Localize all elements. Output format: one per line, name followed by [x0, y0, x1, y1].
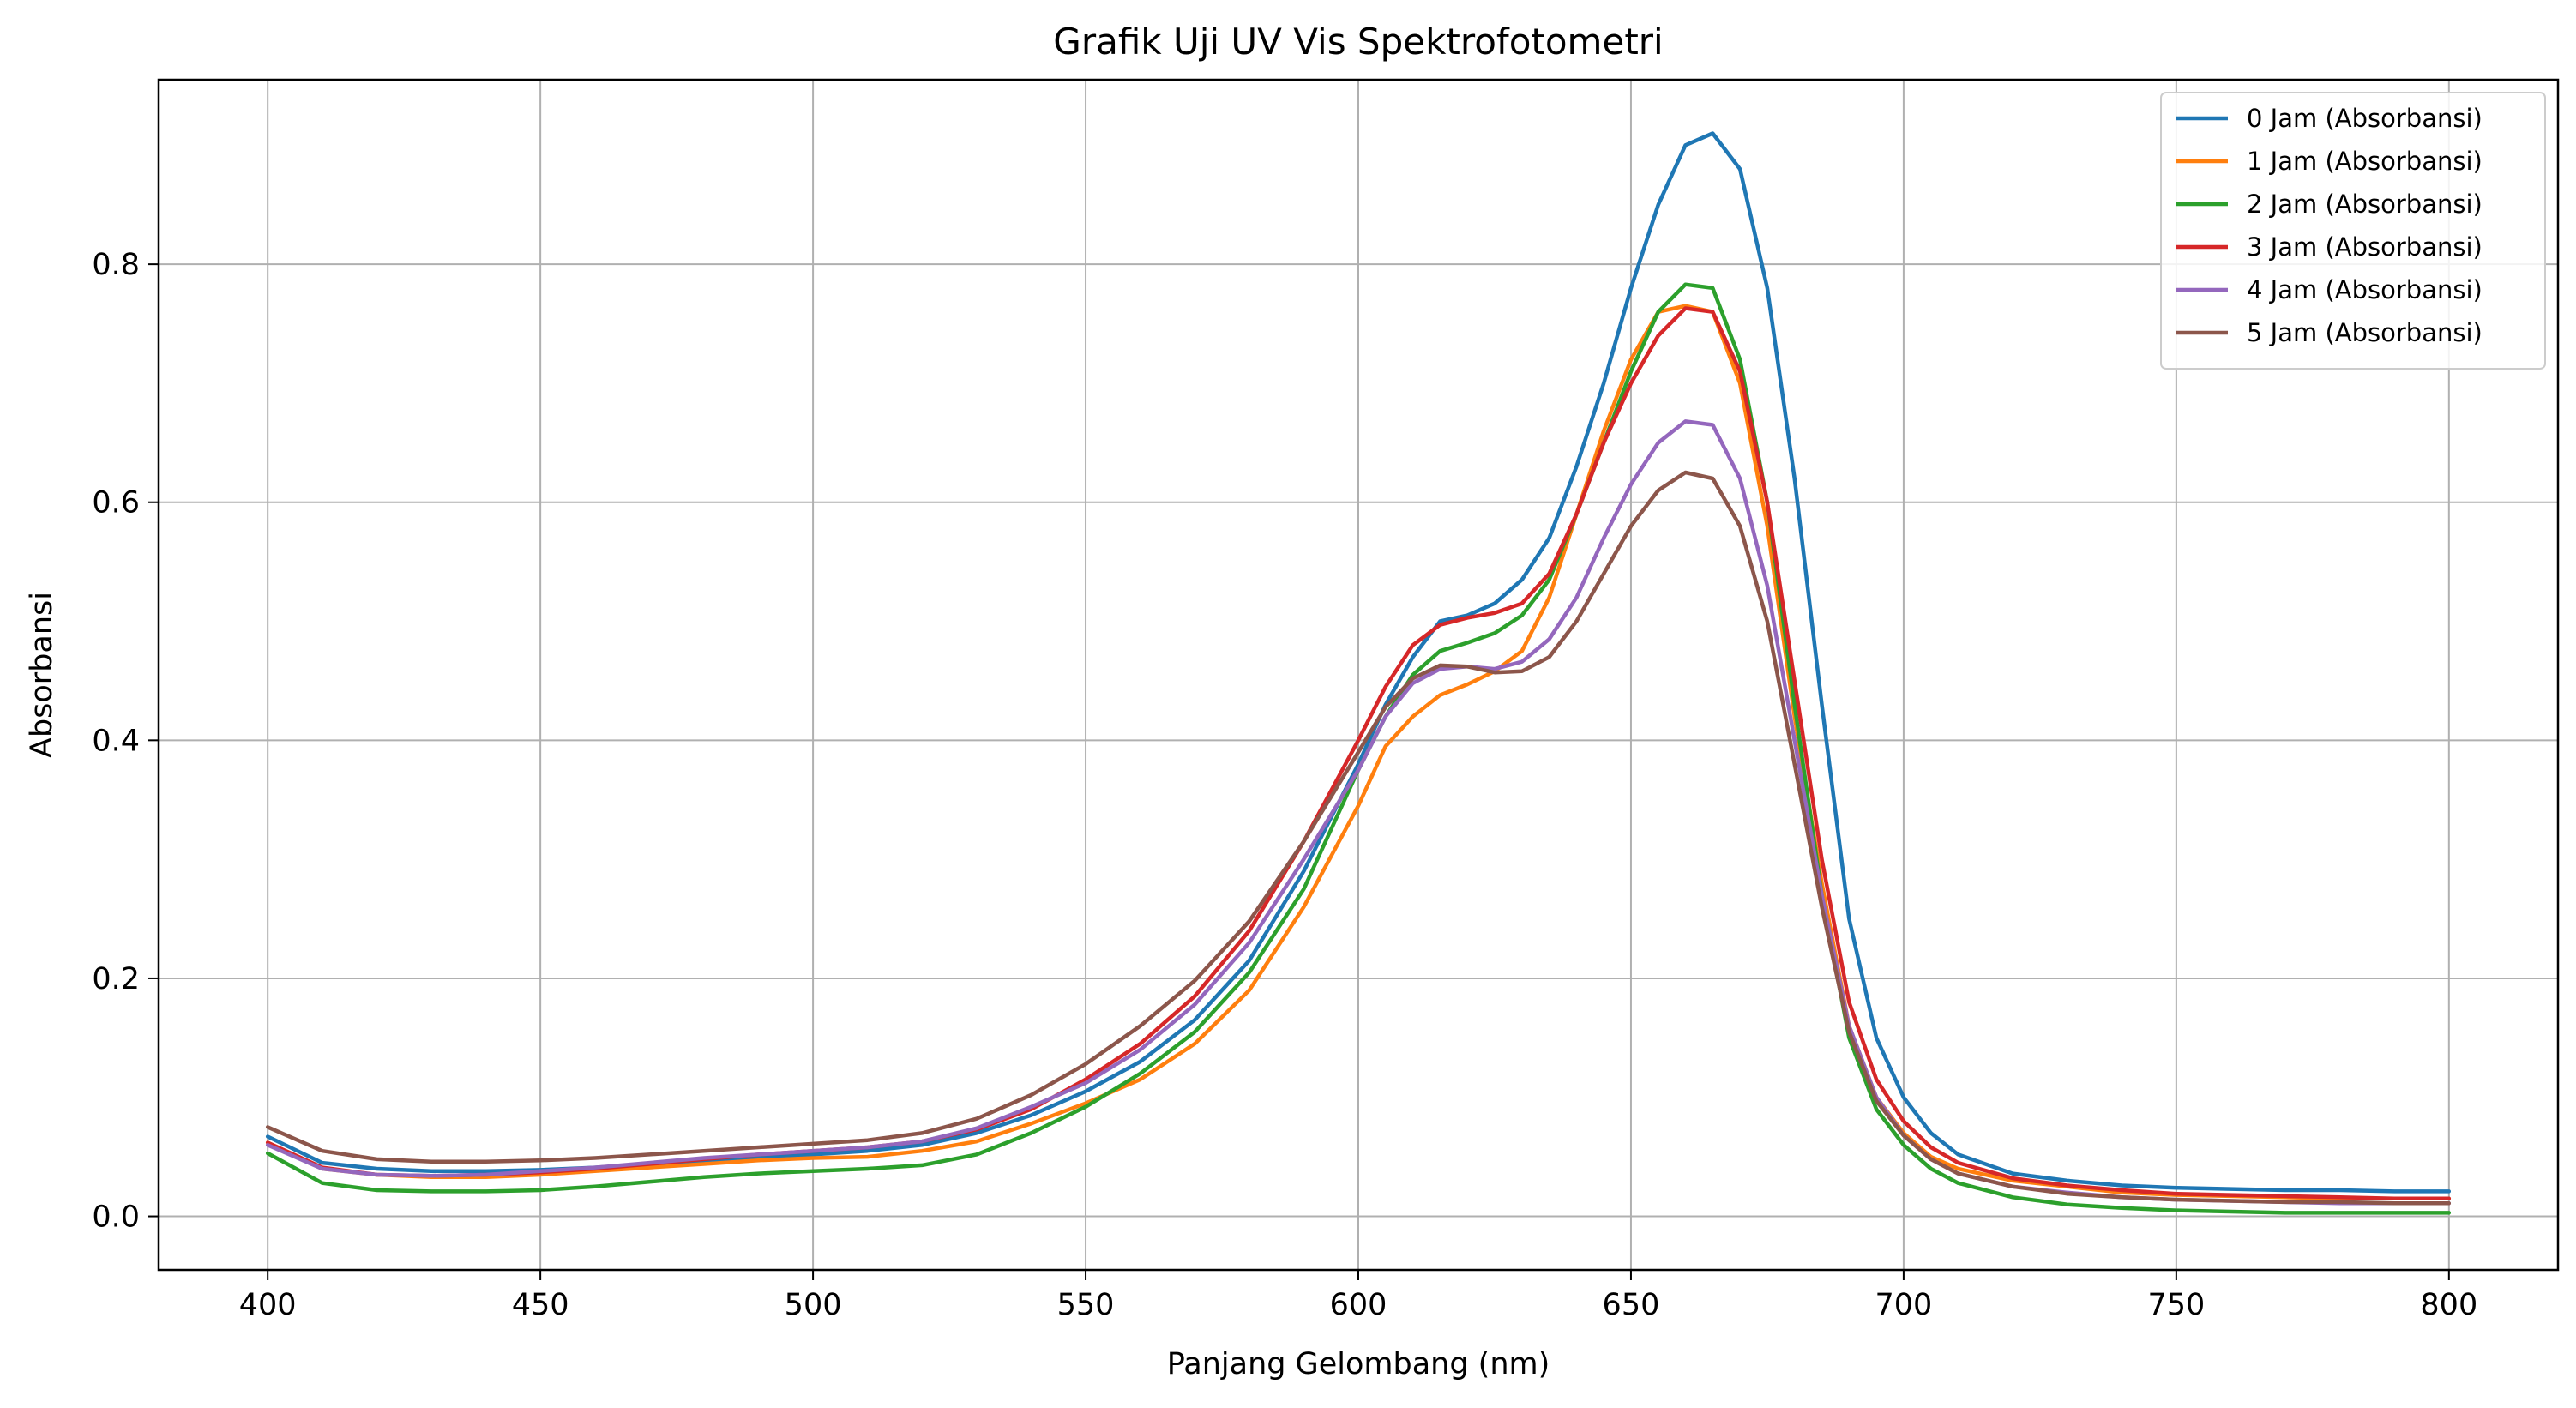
legend-label-2: 2 Jam (Absorbansi) — [2247, 190, 2483, 219]
legend-label-5: 5 Jam (Absorbansi) — [2247, 318, 2483, 347]
legend-label-0: 0 Jam (Absorbansi) — [2247, 104, 2483, 133]
legend-label-3: 3 Jam (Absorbansi) — [2247, 232, 2483, 262]
y-tick-label: 0.6 — [92, 486, 140, 520]
y-tick-label: 0.4 — [92, 724, 140, 758]
legend: 0 Jam (Absorbansi) 1 Jam (Absorbansi) 2 Ja… — [2160, 92, 2546, 370]
y-tick-label: 0.2 — [92, 962, 140, 996]
x-tick-label: 450 — [512, 1288, 569, 1322]
x-tick-label: 750 — [2147, 1288, 2205, 1322]
legend-box — [2160, 92, 2546, 370]
series-line-1 — [265, 304, 2452, 1200]
legend-label-1: 1 Jam (Absorbansi) — [2247, 147, 2483, 176]
x-tick-label: 800 — [2420, 1288, 2477, 1322]
chart-title: Grafik Uji UV Vis Spektrofotometri — [1053, 21, 1663, 63]
series-line-5 — [265, 470, 2452, 1206]
x-tick-label: 650 — [1603, 1288, 1660, 1322]
axis-ticks: 400 450 500 550 600 650 700 750 800 0.0 0.2 0.4 0.6 0… — [92, 248, 2477, 1322]
x-tick-label: 700 — [1875, 1288, 1933, 1322]
y-tick-label: 0.0 — [92, 1200, 140, 1235]
x-tick-label: 400 — [239, 1288, 297, 1322]
x-tick-label: 600 — [1330, 1288, 1387, 1322]
x-tick-label: 550 — [1057, 1288, 1115, 1322]
x-axis-label: Panjang Gelombang (nm) — [1167, 1347, 1550, 1381]
x-tick-label: 500 — [785, 1288, 842, 1322]
y-axis-label: Absorbansi — [25, 592, 59, 758]
y-tick-label: 0.8 — [92, 248, 140, 282]
series-line-2 — [265, 282, 2452, 1215]
legend-label-4: 4 Jam (Absorbansi) — [2247, 275, 2483, 304]
series-lines — [265, 131, 2452, 1215]
